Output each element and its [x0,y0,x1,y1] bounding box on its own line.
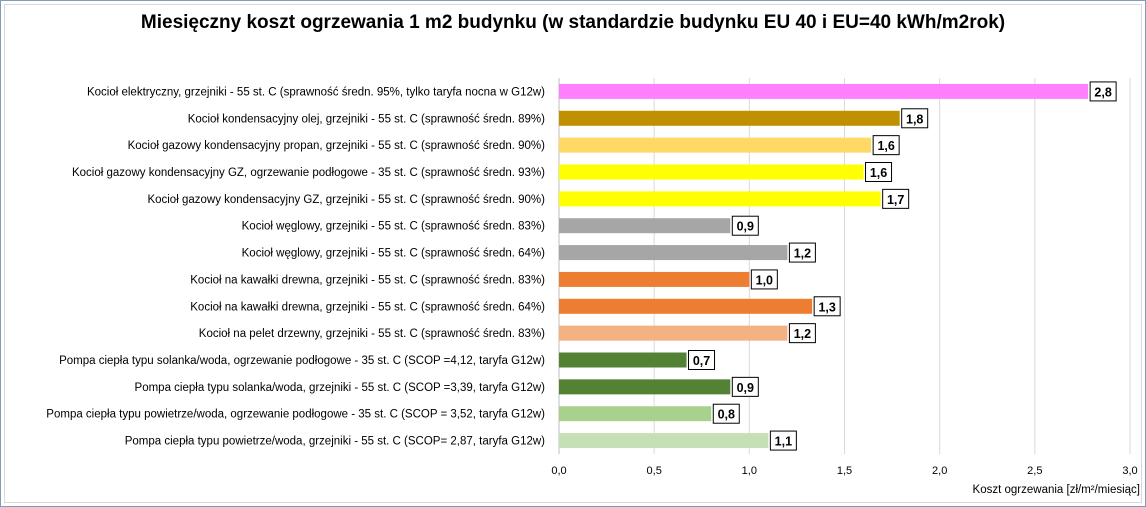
bar [559,379,731,395]
data-label-box [788,242,816,263]
chart-title: Miesięczny koszt ogrzewania 1 m2 budynku… [140,12,1006,33]
data-label-box [872,135,900,156]
data-label: 1,2 [794,327,811,341]
category-label: Kocioł gazowy kondensacyjny GZ, grzejnik… [147,194,545,206]
data-label: 1,2 [794,247,811,261]
data-label-box [688,350,716,370]
data-label: 1,6 [870,166,887,180]
category-label: Kocioł gazowy kondensacyjny propan, grze… [128,140,546,152]
x-axis-title: Koszt ogrzewania [zł/m²/miesiąc] [973,484,1140,496]
x-tick-label: 2,5 [1027,465,1042,477]
x-tick-label: 0,0 [551,465,566,477]
x-tick-label: 0,5 [647,465,662,477]
data-label-box [712,403,740,424]
data-label: 1,7 [887,193,904,207]
category-label: Pompa ciepła typu solanka/woda, ogrzewan… [59,355,545,367]
data-label: 1,0 [756,273,773,287]
data-label-box [865,162,893,182]
data-label-box [769,430,797,451]
category-label: Kocioł na pelet drzewny, grzejniki - 55 … [199,328,545,340]
data-label: 0,8 [718,408,735,422]
data-label-box [788,323,816,344]
data-label: 0,9 [737,220,754,234]
data-label: 1,1 [775,435,792,449]
category-label: Kocioł na kawałki drewna, grzejniki - 55… [190,274,545,286]
data-label-box [901,108,929,129]
bar [559,352,687,368]
bar [559,245,788,261]
category-label: Pompa ciepła typu solanka/woda, grzejnik… [135,382,546,394]
bar [559,164,864,180]
bar [559,137,872,153]
data-label: 2,8 [1094,85,1111,99]
category-label: Pompa ciepła typu powietrze/woda, grzejn… [125,436,545,448]
category-label: Kocioł węglowy, grzejniki - 55 st. C (sp… [242,248,546,260]
data-label: 0,9 [737,381,754,395]
data-label: 1,6 [877,139,894,153]
bar [559,271,750,287]
category-label: Kocioł gazowy kondensacyjny GZ, ogrzewan… [72,167,545,179]
data-label-box [731,376,759,397]
category-label: Kocioł węglowy, grzejniki - 55 st. C (sp… [242,221,546,233]
bar [559,191,881,207]
bar [559,83,1089,99]
bar [559,406,712,422]
x-tick-label: 1,0 [742,465,757,477]
bar [559,110,900,126]
x-tick-label: 3,0 [1122,465,1137,477]
x-tick-label: 2,0 [932,465,947,477]
bar [559,325,788,341]
category-label: Pompa ciepła typu powietrze/woda, ogrzew… [46,409,545,421]
data-label: 1,3 [818,300,835,314]
data-label-box [731,215,759,236]
bar [559,298,813,314]
data-label: 1,8 [906,112,923,126]
bar [559,433,769,449]
x-tick-label: 1,5 [837,465,852,477]
category-label: Kocioł kondensacyjny olej, grzejniki - 5… [188,113,545,125]
data-label-box [1089,81,1117,102]
data-label: 0,7 [693,354,710,368]
data-label-box [882,188,910,209]
data-label-box [813,296,841,317]
chart-area-border [4,4,1142,503]
bar [559,218,731,234]
category-label: Kocioł na kawałki drewna, grzejniki - 55… [190,301,545,313]
category-label: Kocioł elektryczny, grzejniki - 55 st. C… [87,86,545,98]
data-label-box [750,269,778,290]
